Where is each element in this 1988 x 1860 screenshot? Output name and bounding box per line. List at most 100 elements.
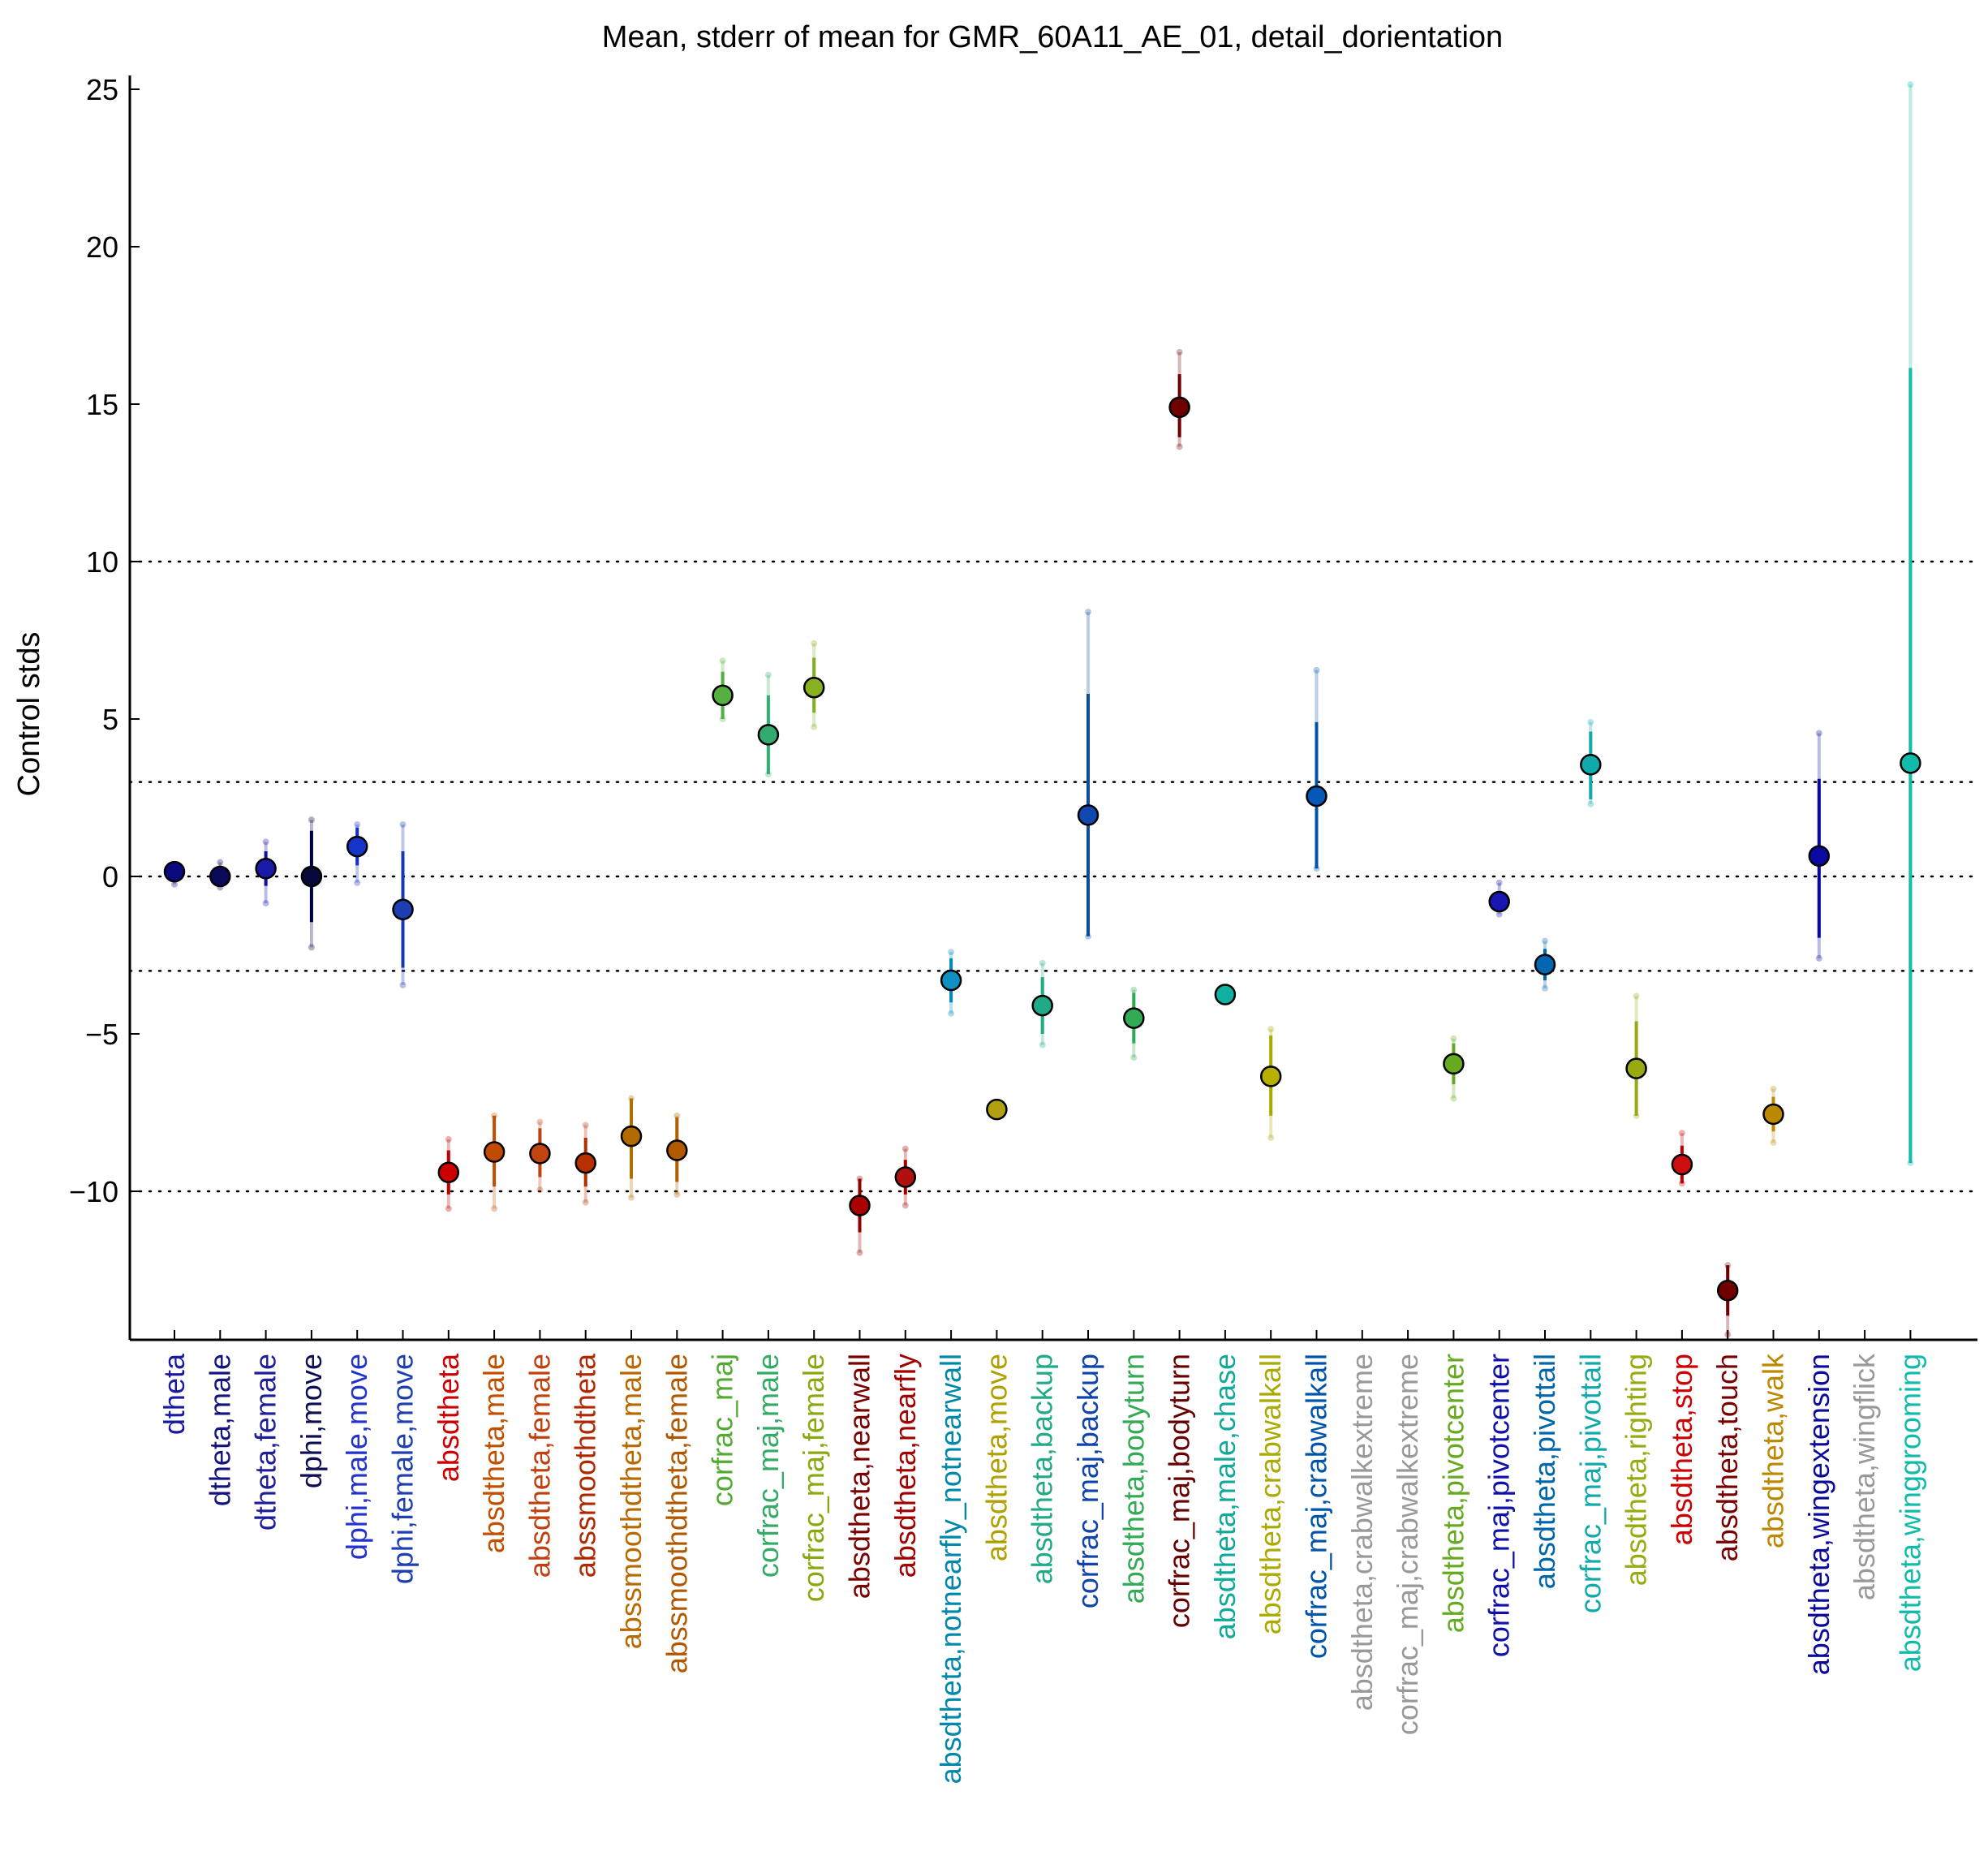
ci-end-low (1816, 955, 1822, 962)
ci-end-low (1450, 1096, 1457, 1102)
y-tick-label: 10 (86, 545, 118, 579)
x-tick-label: dtheta,female (249, 1354, 282, 1531)
ci-end-low (1267, 1135, 1274, 1141)
ci-end-low (445, 1205, 452, 1212)
ci-end-high (354, 821, 360, 828)
x-tick-label: dtheta (157, 1353, 191, 1435)
ci-end-low (263, 900, 269, 906)
mean-marker (1672, 1155, 1692, 1174)
ci-end-low (1771, 1139, 1777, 1146)
reference-lines (130, 562, 1977, 1191)
mean-marker (1490, 892, 1509, 911)
x-tick-label: absdtheta,notnearfly_notnearwall (934, 1354, 967, 1784)
ci-end-high (1267, 1026, 1274, 1032)
ci-end-high (1039, 960, 1046, 967)
x-tick-label: corfrac_maj,female (797, 1354, 830, 1602)
mean-marker (256, 859, 276, 878)
ci-end-low (491, 1205, 497, 1212)
x-tick-label: absdtheta,wingflick (1848, 1353, 1881, 1600)
mean-marker (941, 971, 961, 990)
x-tick-label: abssmoothdtheta (569, 1353, 602, 1578)
ci-end-low (536, 1186, 543, 1193)
mean-marker (1078, 805, 1098, 825)
y-tick-label: −5 (85, 1018, 118, 1051)
ci-end-high (1679, 1130, 1685, 1136)
mean-marker (759, 725, 778, 744)
mean-marker (1444, 1054, 1463, 1074)
y-tick-label: 20 (86, 230, 118, 264)
ci-end-low (354, 880, 360, 886)
x-tick-label: absdtheta,righting (1620, 1354, 1653, 1586)
x-tick-label: corfrac_maj,crabwalkall (1300, 1354, 1333, 1659)
ci-end-high (1907, 81, 1913, 88)
x-tick-label: absdtheta,female (523, 1354, 556, 1578)
x-tick-label: corfrac_maj (706, 1354, 739, 1506)
ci-end-high (720, 657, 726, 664)
ci-end-high (263, 838, 269, 845)
ci-end-low (628, 1195, 635, 1201)
y-tick-label: 25 (86, 73, 118, 106)
mean-marker (667, 1141, 686, 1160)
x-tick-label: absdtheta,move (979, 1354, 1013, 1561)
x-tick-label: absdtheta,bodyturn (1117, 1354, 1150, 1604)
ci-end-high (1085, 609, 1091, 615)
ci-end-high (1587, 719, 1594, 725)
chart: Mean, stderr of mean for GMR_60A11_AE_01… (0, 0, 1988, 1860)
ci-end-low (1130, 1054, 1137, 1061)
ci-end-low (583, 1199, 589, 1206)
y-tick-label: −10 (69, 1175, 118, 1208)
x-tick-label: dtheta,male (203, 1354, 236, 1506)
mean-marker (1535, 955, 1555, 975)
mean-marker (1718, 1281, 1737, 1300)
y-tick-label: 5 (102, 703, 118, 736)
y-tick-label: 0 (102, 860, 118, 893)
y-axis-label: Control stds (12, 632, 46, 797)
mean-marker (347, 837, 367, 856)
x-tick-label: absdtheta,touch (1710, 1354, 1744, 1561)
x-tick-labels: dtheta dtheta,male dtheta,female dphi,move d… (157, 1353, 1926, 1784)
mean-marker (1900, 753, 1920, 773)
ci-end-high (1130, 987, 1137, 993)
ci-end-low (1724, 1332, 1731, 1338)
x-tick-label: absdtheta,crabwalkextreme (1345, 1354, 1379, 1711)
mean-marker (1124, 1009, 1143, 1028)
mean-markers (165, 398, 1920, 1300)
ci-end-low (948, 1010, 954, 1017)
mean-marker (394, 900, 413, 919)
ci-end-high (765, 672, 772, 678)
x-ticks (174, 1330, 1910, 1340)
mean-marker (987, 1100, 1006, 1119)
mean-marker (439, 1163, 458, 1182)
mean-marker (1581, 755, 1600, 774)
x-tick-label: absdtheta (432, 1353, 465, 1482)
mean-marker (210, 867, 230, 886)
ci-end-high (217, 859, 223, 866)
ci-end-low (902, 1202, 909, 1208)
ci-end-high (1633, 992, 1640, 999)
ci-end-high (1816, 730, 1822, 736)
ci-end-high (445, 1136, 452, 1143)
x-tick-label: absdtheta,wingextension (1802, 1354, 1835, 1675)
y-tick-label: 15 (86, 388, 118, 421)
mean-marker (713, 686, 733, 705)
ci-end-high (308, 816, 315, 823)
mean-marker (530, 1143, 549, 1163)
mean-marker (165, 862, 184, 881)
mean-marker (1033, 996, 1052, 1015)
mean-marker (1764, 1104, 1784, 1124)
mean-marker (1170, 398, 1190, 417)
x-tick-label: absdtheta,pivotcenter (1436, 1354, 1469, 1633)
ci-end-low (400, 982, 407, 988)
x-tick-label: absdtheta,pivottail (1528, 1354, 1561, 1589)
x-tick-label: absdtheta,winggrooming (1893, 1354, 1926, 1672)
mean-marker (484, 1143, 504, 1162)
ci-end-high (536, 1119, 543, 1126)
x-tick-label: absdtheta,male,chase (1208, 1354, 1241, 1639)
ci-end-high (1542, 938, 1548, 945)
x-tick-label: corfrac_maj,male (751, 1354, 785, 1578)
x-tick-label: absdtheta,crabwalkall (1254, 1354, 1287, 1634)
mean-marker (896, 1168, 915, 1187)
x-tick-label: corfrac_maj,bodyturn (1163, 1354, 1196, 1628)
mean-marker (302, 867, 321, 886)
mean-marker (804, 678, 824, 697)
